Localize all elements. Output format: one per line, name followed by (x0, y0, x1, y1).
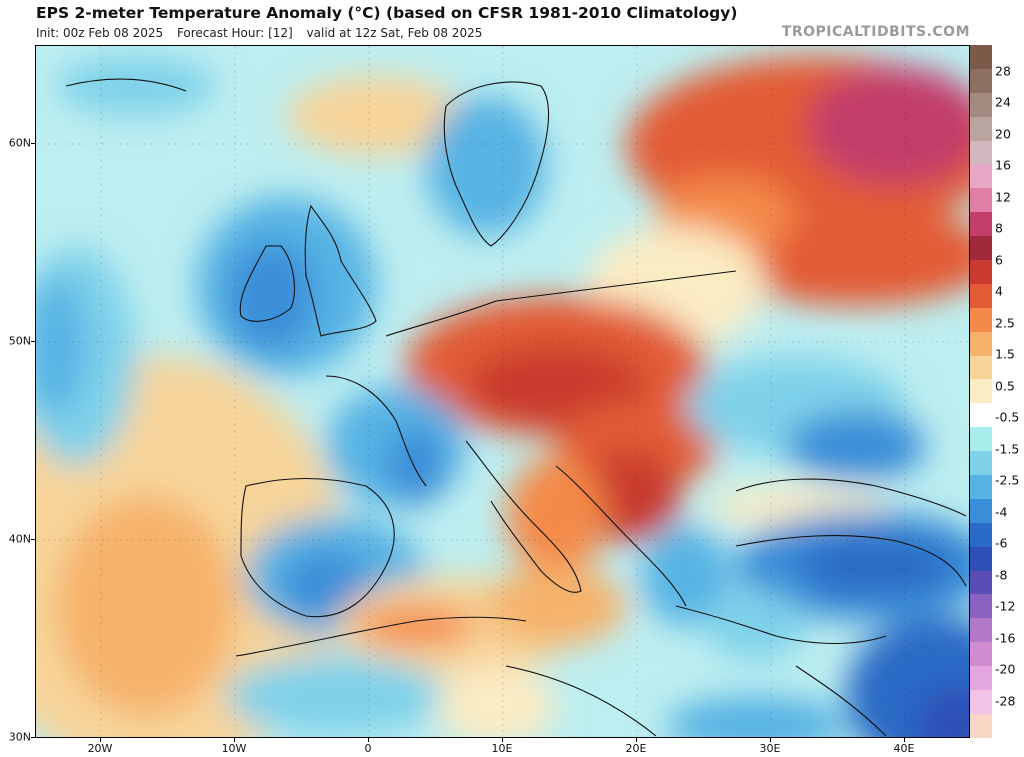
colorbar-swatch (970, 331, 992, 356)
colorbar-swatch (970, 642, 992, 667)
colorbar-swatch (970, 236, 992, 261)
colorbar-swatch (970, 212, 992, 237)
colorbar-label: -28 (995, 693, 1016, 709)
lat-label: 50N (8, 334, 31, 348)
lat-tick (31, 341, 35, 342)
colorbar-label: -16 (995, 630, 1016, 646)
colorbar-labels: 28 24 20 16 12 8 6 4 2.5 1.5 0.5 -0.5 -1.5 -2.5 -4 -6 -8… (995, 45, 1024, 738)
colorbar-swatch (970, 164, 992, 189)
map-title: EPS 2-meter Temperature Anomaly (°C) (ba… (36, 4, 738, 22)
colorbar-swatch (970, 188, 992, 213)
lon-label: 40E (893, 742, 915, 755)
lat-label: 40N (8, 532, 31, 546)
lon-label: 30E (759, 742, 781, 755)
lon-label: 20E (625, 742, 647, 755)
run-info: Init: 00z Feb 08 2025 Forecast Hour: [12… (36, 26, 492, 40)
colorbar-swatch (970, 594, 992, 619)
colorbar-label: 4 (995, 283, 1003, 299)
colorbar-label: 0.5 (995, 378, 1015, 394)
colorbar-swatch (970, 68, 992, 93)
lat-tick (31, 737, 35, 738)
lon-tick (904, 738, 905, 742)
lat-label: 60N (8, 136, 31, 150)
colorbar-swatch (970, 666, 992, 691)
colorbar-swatch (970, 379, 992, 404)
lon-tick (100, 738, 101, 742)
lon-tick (234, 738, 235, 742)
lon-tick (636, 738, 637, 742)
colorbar-swatch (970, 283, 992, 308)
colorbar (970, 45, 992, 738)
colorbar-label: -2.5 (995, 472, 1020, 488)
colorbar-swatch (970, 690, 992, 714)
graticule (36, 46, 969, 737)
colorbar-label: 24 (995, 94, 1011, 110)
colorbar-label: 6 (995, 252, 1003, 268)
colorbar-label: 20 (995, 126, 1011, 142)
colorbar-label: -12 (995, 598, 1016, 614)
colorbar-swatch (970, 475, 992, 499)
valid-time: valid at 12z Sat, Feb 08 2025 (306, 26, 483, 40)
lon-tick (502, 738, 503, 742)
colorbar-swatch (970, 403, 992, 428)
forecast-hour: Forecast Hour: [12] (176, 26, 293, 40)
lon-label: 0 (364, 742, 372, 755)
colorbar-swatch (970, 713, 992, 738)
colorbar-swatch (970, 307, 992, 332)
colorbar-swatch (970, 116, 992, 141)
lon-label: 10W (221, 742, 247, 755)
colorbar-label: 1.5 (995, 346, 1015, 362)
colorbar-label: 28 (995, 63, 1011, 79)
lon-tick (770, 738, 771, 742)
colorbar-swatch (970, 92, 992, 117)
lat-label: 30N (8, 730, 31, 744)
colorbar-swatch (970, 570, 992, 595)
lat-tick (31, 143, 35, 144)
colorbar-label: 16 (995, 157, 1011, 173)
colorbar-swatch (970, 546, 992, 571)
anomaly-map[interactable] (35, 45, 970, 738)
colorbar-swatch (970, 355, 992, 380)
colorbar-swatch (970, 427, 992, 452)
colorbar-label: 2.5 (995, 315, 1015, 331)
colorbar-swatch (970, 522, 992, 547)
colorbar-swatch (970, 260, 992, 284)
colorbar-label: -6 (995, 535, 1008, 551)
colorbar-label: -4 (995, 504, 1008, 520)
colorbar-label: 8 (995, 220, 1003, 236)
colorbar-swatch (970, 140, 992, 165)
colorbar-label: -0.5 (995, 409, 1020, 425)
colorbar-label: 12 (995, 189, 1011, 205)
lat-tick (31, 539, 35, 540)
colorbar-swatch (970, 451, 992, 476)
init-time: Init: 00z Feb 08 2025 (36, 26, 164, 40)
colorbar-swatch (970, 618, 992, 643)
coastlines (65, 78, 967, 737)
colorbar-label: -20 (995, 661, 1016, 677)
colorbar-swatch (970, 498, 992, 523)
colorbar-swatch (970, 45, 992, 69)
colorbar-label: -8 (995, 567, 1008, 583)
lon-label: 10E (491, 742, 513, 755)
anomaly-field (36, 56, 969, 737)
lon-tick (368, 738, 369, 742)
map-canvas (36, 46, 969, 737)
site-credit: TROPICALTIDBITS.COM (781, 24, 970, 40)
colorbar-label: -1.5 (995, 441, 1020, 457)
lon-label: 20W (87, 742, 113, 755)
